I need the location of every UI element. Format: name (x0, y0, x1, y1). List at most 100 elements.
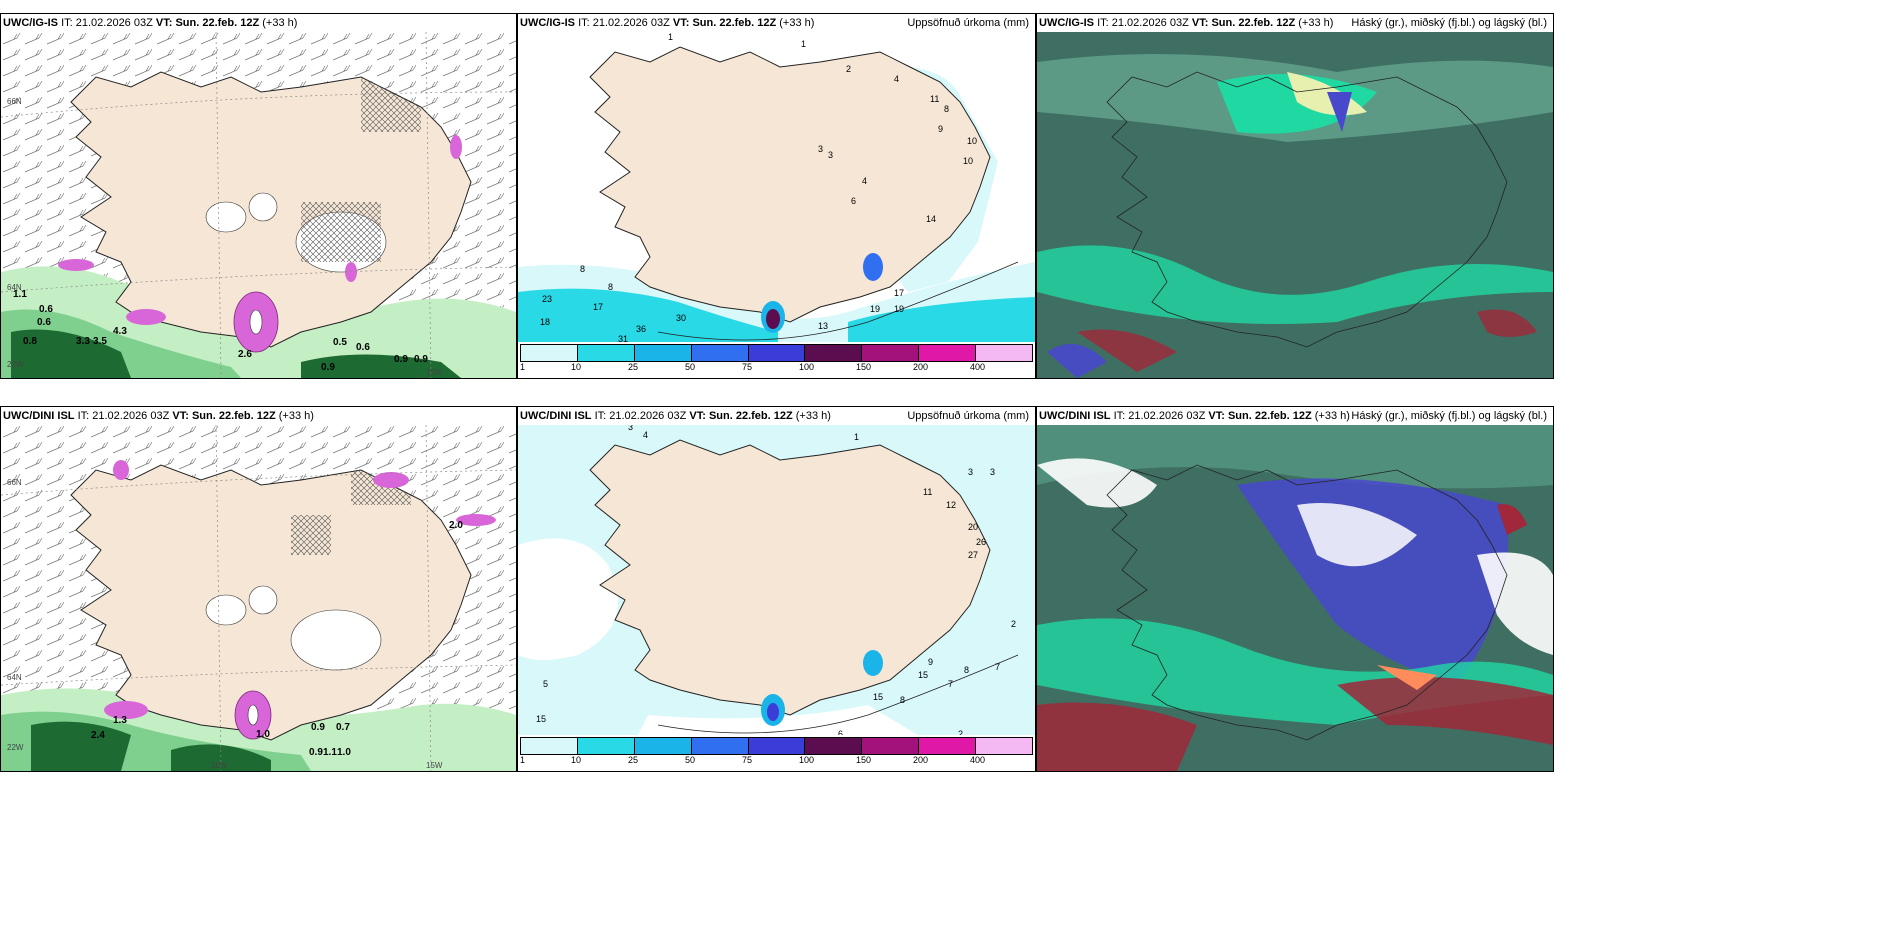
colorbar-tick-label: 400 (970, 755, 986, 765)
precip-value: 19 (870, 304, 880, 314)
it-label: IT: (1113, 410, 1126, 422)
precip-value: 2 (846, 64, 851, 74)
vt-label: VT: (155, 17, 173, 29)
panel-header: UWC/IG-IS IT: 21.02.2026 03Z VT: Sun. 22… (1037, 14, 1553, 32)
snow-value: 0.6 (37, 317, 51, 328)
colorbar-tick-label: 50 (685, 362, 696, 372)
model-name: UWC/IG-IS (520, 17, 575, 29)
precip-value: 11 (923, 487, 932, 497)
colorbar-swatch (521, 345, 578, 361)
panel-header: UWC/IG-IS IT: 21.02.2026 03Z VT: Sun. 22… (518, 14, 1035, 32)
snow-value: 0.9 (394, 354, 408, 365)
precip-colorbar: 1 10 25 50 75 100 150 200 400 (520, 344, 1033, 376)
precip-value: 8 (608, 282, 613, 292)
lon-label-15w: 15W (426, 368, 443, 377)
precip-value: 15 (873, 692, 883, 702)
precip-value: 5 (543, 679, 548, 689)
colorbar-swatch (805, 345, 863, 361)
snow-value: 0.9 (414, 354, 428, 365)
it-label: IT: (594, 410, 607, 422)
colorbar-tick-label: 150 (856, 362, 872, 372)
snow-value: 4.3 (113, 326, 127, 337)
model-name: UWC/IG-IS (3, 17, 58, 29)
precip-value: 26 (976, 537, 986, 547)
precip-value: 8 (944, 104, 949, 114)
colorbar-swatch (521, 738, 578, 754)
panel-precip-dini: UWC/DINI ISL IT: 21.02.2026 03Z VT: Sun.… (517, 406, 1036, 772)
init-time: 21.02.2026 03Z (609, 410, 687, 422)
snow-value: 0.9 (311, 722, 325, 733)
colorbar-swatch (862, 738, 920, 754)
lead-time: (+33 h) (278, 410, 314, 422)
colorbar-tick-label: 1 (520, 362, 526, 372)
colorbar-tick-label: 75 (742, 362, 753, 372)
lon-label-22w: 22W (7, 743, 24, 752)
model-name: UWC/DINI ISL (1039, 410, 1111, 422)
precip-value: 7 (995, 662, 1000, 672)
panel-title: Uppsöfnuð úrkoma (mm) (907, 17, 1029, 29)
init-time: 21.02.2026 03Z (1128, 410, 1206, 422)
colorbar-tick-label: 50 (685, 755, 696, 765)
precip-value: 6 (851, 196, 856, 206)
precip-map: 5 15 25 15 15 9 9 8 8 7 7 6 3 3 2 2 1 20… (518, 425, 1035, 735)
panel-precip-ig-is: UWC/IG-IS IT: 21.02.2026 03Z VT: Sun. 22… (517, 13, 1036, 379)
it-label: IT: (61, 17, 73, 29)
colorbar-swatch (919, 738, 977, 754)
snow-value: 1.1 (13, 289, 27, 300)
valid-time: Sun. 22.feb. 12Z (1227, 410, 1312, 422)
precip-value: 36 (636, 324, 646, 334)
panel-clouds-dini: UWC/DINI ISL IT: 21.02.2026 03Z VT: Sun.… (1036, 406, 1554, 772)
panel-clouds-ig-is: UWC/IG-IS IT: 21.02.2026 03Z VT: Sun. 22… (1036, 13, 1554, 379)
it-label: IT: (578, 17, 590, 29)
precip-value: 8 (964, 665, 969, 675)
precip-value: 4 (643, 430, 648, 440)
precip-value: 13 (818, 321, 828, 331)
precip-value: 2 (958, 729, 963, 735)
precip-value: 23 (542, 294, 552, 304)
it-label: IT: (77, 410, 90, 422)
colorbar-tick-label: 100 (799, 755, 815, 765)
precip-value: 3 (990, 467, 995, 477)
lead-time: (+33 h) (262, 17, 298, 29)
precip-value: 27 (968, 550, 978, 560)
colorbar-swatch (634, 345, 692, 361)
model-name: UWC/DINI ISL (520, 410, 592, 422)
snow-value: 0.8 (23, 336, 37, 347)
cloud-map (1037, 32, 1553, 378)
model-name: UWC/DINI ISL (3, 410, 75, 422)
init-time: 21.02.2026 03Z (75, 17, 153, 29)
precip-value: 19 (894, 304, 904, 314)
snow-value: 0.9 (321, 362, 335, 373)
colorbar-swatch (976, 345, 1033, 361)
precip-map: 23 18 17 17 8 8 30 36 31 13 17 19 19 14 … (518, 32, 1035, 342)
precip-value: 15 (918, 670, 928, 680)
colorbar-tick-label: 200 (913, 755, 929, 765)
precip-value: 3 (628, 425, 633, 432)
lon-label-15w: 15W (426, 761, 443, 770)
panel-snow-ig-is: UWC/IG-IS IT: 21.02.2026 03Z VT: Sun. 22… (0, 13, 517, 379)
cloud-map (1037, 425, 1553, 771)
precip-value: 1 (668, 32, 673, 42)
valid-time: Sun. 22.feb. 12Z (175, 17, 260, 29)
snow-value: 0.9 (309, 747, 323, 758)
colorbar-tick-label: 150 (856, 755, 872, 765)
vt-label: VT: (1208, 410, 1225, 422)
colorbar-swatch (634, 738, 692, 754)
colorbar-tick-label: 100 (799, 362, 815, 372)
colorbar-swatch (862, 345, 920, 361)
panel-title: Uppsöfnuð úrkoma (mm) (907, 410, 1029, 422)
precip-value: 6 (838, 729, 843, 735)
colorbar-tick-label: 25 (628, 755, 639, 765)
init-time: 21.02.2026 03Z (592, 17, 670, 29)
valid-time: Sun. 22.feb. 12Z (708, 410, 793, 422)
snow-value: 1.0 (337, 747, 351, 758)
colorbar-tick-label: 75 (742, 755, 753, 765)
snow-value: 0.6 (39, 304, 53, 315)
precip-value: 8 (900, 695, 905, 705)
lat-label-64n: 64N (7, 283, 22, 292)
snow-map: 66N 64N 22W 20W 15W 1.3 2.4 1.0 0.9 0.7 … (1, 425, 516, 771)
lat-label-64n: 64N (7, 673, 22, 682)
snow-value: 0.7 (336, 722, 350, 733)
precip-value: 1 (801, 39, 806, 49)
precip-value: 4 (894, 74, 899, 84)
